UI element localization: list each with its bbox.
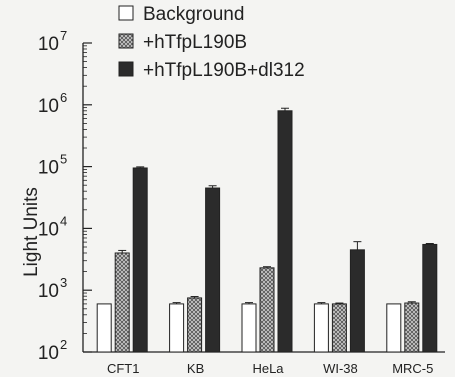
bar-dark xyxy=(205,187,221,353)
y-tick-label: 10 xyxy=(38,219,59,240)
y-tick-label: 10 xyxy=(38,158,59,179)
bar-dark xyxy=(132,167,148,353)
y-tick-exponent: 5 xyxy=(60,152,67,167)
x-tick-label: CFT1 xyxy=(107,361,140,376)
legend-label: +hTfpL190B+dl312 xyxy=(143,60,305,81)
bar-white xyxy=(313,303,329,353)
legend-swatch xyxy=(118,5,134,21)
y-tick-label: 10 xyxy=(38,343,59,364)
y-tick-exponent: 2 xyxy=(60,337,67,352)
y-tick-label: 10 xyxy=(38,34,59,55)
bar-crosshatch xyxy=(259,267,275,353)
bar-dark xyxy=(349,249,365,353)
bar-white xyxy=(96,303,112,353)
chart-bars: CFT1 KB HeLa WI-38 MRC-5 xyxy=(96,107,438,376)
y-tick-exponent: 4 xyxy=(60,213,67,228)
y-tick-exponent: 7 xyxy=(60,28,67,43)
bar-crosshatch xyxy=(331,303,347,353)
x-tick-label: KB xyxy=(187,361,204,376)
y-tick-exponent: 6 xyxy=(60,90,67,105)
bar-white xyxy=(169,303,185,353)
bar-dark xyxy=(277,110,293,353)
x-tick-label: HeLa xyxy=(252,361,284,376)
legend-swatch xyxy=(118,61,134,77)
chart-legend: Background +hTfpL190B +hTfpL190B+dl312 xyxy=(118,4,305,81)
x-tick-label: WI-38 xyxy=(323,361,358,376)
legend-label: +hTfpL190B xyxy=(143,32,247,53)
bar-white xyxy=(386,303,402,353)
legend-swatch xyxy=(118,33,134,49)
y-tick-label: 10 xyxy=(38,281,59,302)
y-tick-exponent: 3 xyxy=(60,275,67,290)
legend-label: Background xyxy=(143,4,244,25)
x-tick-label: MRC-5 xyxy=(392,361,433,376)
bar-crosshatch xyxy=(187,297,203,353)
y-axis-label: Light Units xyxy=(21,187,42,277)
bar-white xyxy=(241,303,257,353)
bar-dark xyxy=(422,243,438,353)
y-tick-label: 10 xyxy=(38,96,59,117)
bar-crosshatch xyxy=(404,302,420,353)
bar-crosshatch xyxy=(114,252,130,353)
